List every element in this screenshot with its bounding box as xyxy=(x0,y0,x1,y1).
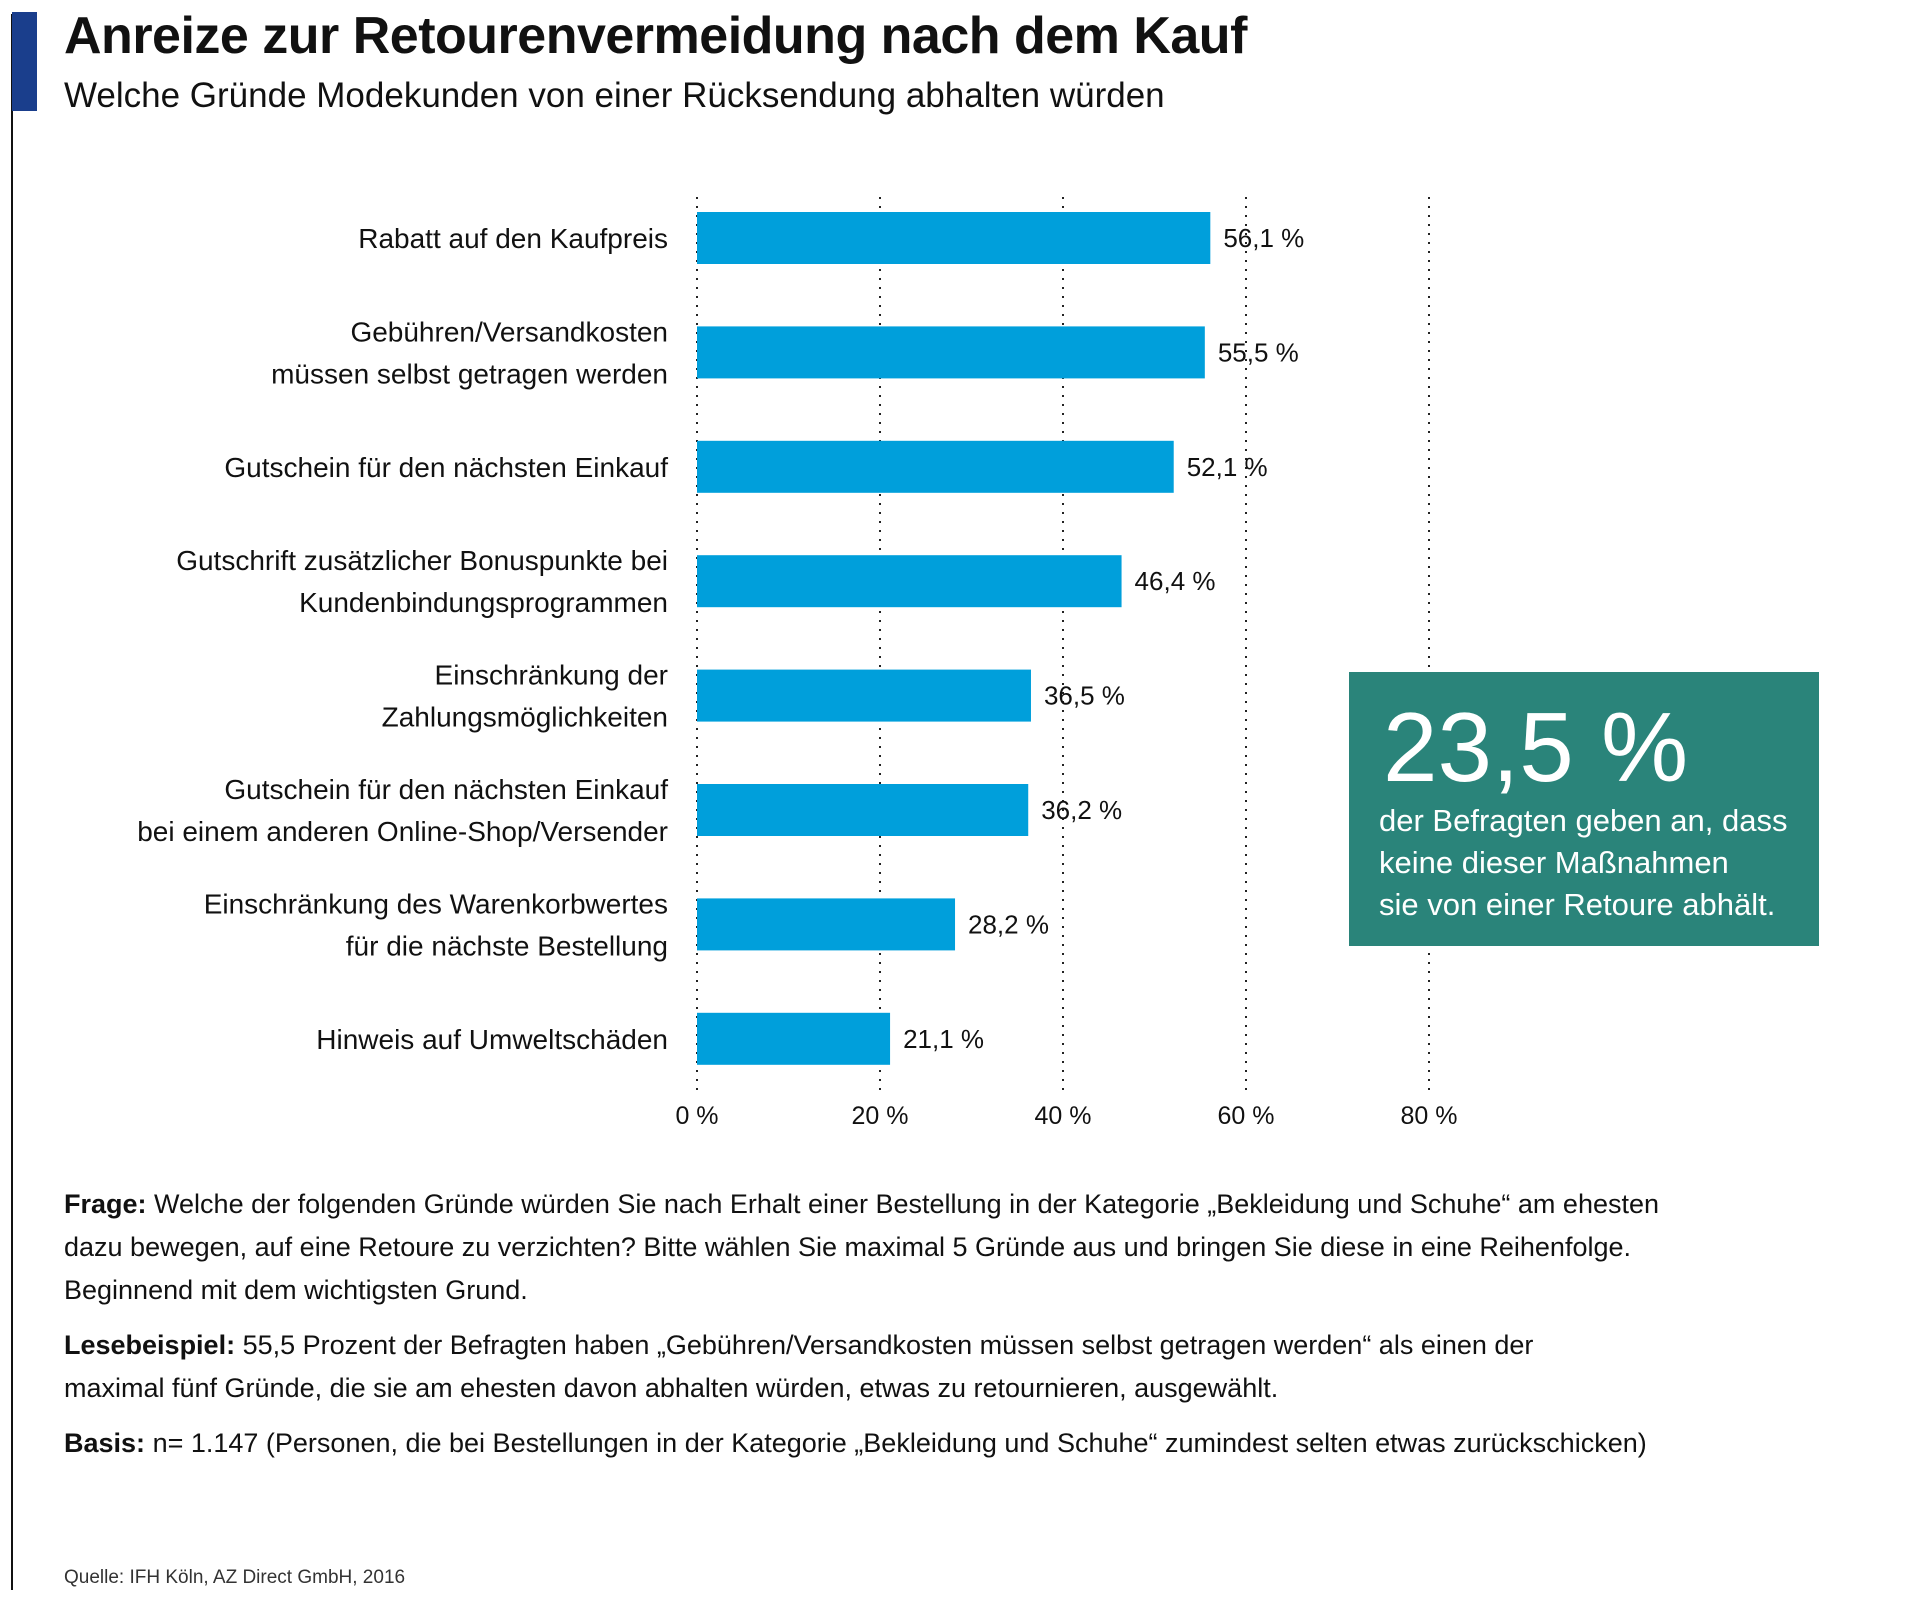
source-note: Quelle: IFH Köln, AZ Direct GmbH, 2016 xyxy=(64,1567,406,1588)
x-tick-label: 40 % xyxy=(1035,1102,1092,1130)
category-label: Gutschein für den nächsten Einkauf xyxy=(224,774,668,805)
x-tick-label: 60 % xyxy=(1218,1102,1275,1130)
note-basis-text: n= 1.147 (Personen, die bei Bestellungen… xyxy=(152,1428,1647,1458)
page-title: Anreize zur Retourenvermeidung nach dem … xyxy=(64,7,1247,65)
category-label: für die nächste Bestellung xyxy=(346,930,668,961)
value-label: 46,4 % xyxy=(1135,566,1216,596)
category-label: bei einem anderen Online-Shop/Versender xyxy=(137,816,668,847)
bar xyxy=(697,440,1174,493)
category-label: müssen selbst getragen werden xyxy=(271,358,668,389)
value-label: 52,1 % xyxy=(1187,452,1268,482)
x-tick-label: 20 % xyxy=(852,1102,909,1130)
note-basis-label: Basis: xyxy=(64,1428,146,1458)
callout-box: 23,5 % der Befragten geben an, dass kein… xyxy=(1349,672,1819,946)
callout-value: 23,5 % xyxy=(1383,692,1689,802)
bar xyxy=(697,898,956,951)
value-label: 28,2 % xyxy=(968,909,1049,939)
category-label: Hinweis auf Umweltschäden xyxy=(316,1024,668,1055)
note-lesebeispiel-text: 55,5 Prozent der Befragten haben „Gebühr… xyxy=(64,1330,1534,1403)
x-tick-label: 0 % xyxy=(675,1102,718,1130)
category-label: Gebühren/Versandkosten xyxy=(350,316,668,347)
note-frage-text: Welche der folgenden Gründe würden Sie n… xyxy=(64,1189,1660,1305)
value-label: 36,2 % xyxy=(1041,795,1122,825)
note-basis: Basis: n= 1.147 (Personen, die bei Beste… xyxy=(64,1422,1884,1465)
category-label: Kundenbindungsprogrammen xyxy=(299,587,668,618)
category-label: Rabatt auf den Kaufpreis xyxy=(358,223,668,254)
bar-chart: 0 % 20 % 40 % 60 % 80 % 56,1 % Rabatt auf den … xyxy=(137,197,1458,1130)
value-label: 36,5 % xyxy=(1044,681,1125,711)
left-rule xyxy=(11,14,13,1590)
callout-line: sie von einer Retoure abhält. xyxy=(1379,887,1776,922)
value-label: 55,5 % xyxy=(1218,337,1299,367)
title-accent-bar xyxy=(12,12,37,111)
bar xyxy=(697,669,1031,722)
category-label: Zahlungsmöglichkeiten xyxy=(382,702,668,733)
callout-line: keine dieser Maßnahmen xyxy=(1379,845,1729,880)
bar xyxy=(697,326,1205,379)
bar xyxy=(697,555,1122,608)
callout-line: der Befragten geben an, dass xyxy=(1379,803,1788,838)
page-subtitle: Welche Gründe Modekunden von einer Rücks… xyxy=(64,76,1165,115)
category-label: Gutschrift zusätzlicher Bonuspunkte bei xyxy=(176,545,668,576)
notes: Frage: Welche der folgenden Gründe würde… xyxy=(64,1183,1884,1477)
value-label: 56,1 % xyxy=(1223,223,1304,253)
note-frage: Frage: Welche der folgenden Gründe würde… xyxy=(64,1183,1724,1312)
x-tick-label: 80 % xyxy=(1401,1102,1458,1130)
bar xyxy=(697,212,1211,264)
category-label: Einschränkung des Warenkorbwertes xyxy=(204,888,668,919)
callout-text: der Befragten geben an, dass keine diese… xyxy=(1379,800,1787,926)
category-label: Gutschein für den nächsten Einkauf xyxy=(224,452,668,483)
value-label: 21,1 % xyxy=(903,1024,984,1054)
note-frage-label: Frage: xyxy=(64,1189,147,1219)
bar xyxy=(697,1012,891,1065)
category-label: Einschränkung der xyxy=(435,660,668,691)
note-lesebeispiel-label: Lesebeispiel: xyxy=(64,1330,236,1360)
note-lesebeispiel: Lesebeispiel: 55,5 Prozent der Befragten… xyxy=(64,1324,1624,1410)
bar xyxy=(697,784,1029,836)
